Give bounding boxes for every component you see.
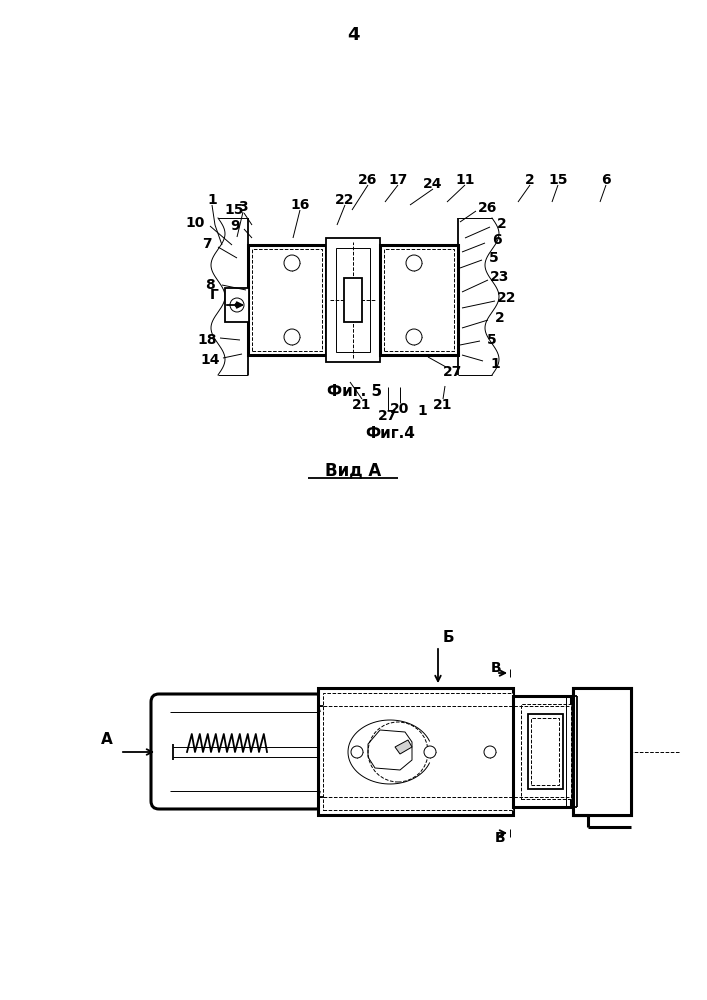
- Circle shape: [284, 255, 300, 271]
- Text: 9: 9: [230, 219, 240, 233]
- Bar: [225, 288, 249, 322]
- Circle shape: [424, 746, 436, 758]
- Bar: [326, 238, 380, 362]
- Text: 1: 1: [417, 404, 427, 418]
- Text: Фиг. 5: Фиг. 5: [327, 384, 382, 399]
- Bar: [513, 696, 571, 807]
- Text: 17: 17: [388, 173, 408, 187]
- Circle shape: [406, 329, 422, 345]
- Circle shape: [406, 255, 422, 271]
- Text: А: А: [101, 732, 113, 748]
- Text: 15: 15: [224, 203, 244, 217]
- Text: 1: 1: [490, 357, 500, 371]
- Text: 27: 27: [443, 365, 462, 379]
- Text: 22: 22: [335, 193, 355, 207]
- Text: 8: 8: [205, 278, 215, 292]
- Text: 21: 21: [433, 398, 452, 412]
- Text: 2: 2: [497, 217, 507, 231]
- Text: 5: 5: [487, 333, 497, 347]
- Text: 21: 21: [352, 398, 372, 412]
- FancyBboxPatch shape: [151, 694, 324, 809]
- Text: 20: 20: [390, 402, 409, 416]
- Text: 26: 26: [479, 201, 498, 215]
- Text: 16: 16: [291, 198, 310, 212]
- Bar: [380, 245, 458, 355]
- Bar: [528, 714, 563, 789]
- Text: 22: 22: [497, 291, 517, 305]
- Text: 5: 5: [489, 251, 499, 265]
- Text: 6: 6: [601, 173, 611, 187]
- Bar: [344, 278, 362, 322]
- Circle shape: [484, 746, 496, 758]
- Polygon shape: [368, 730, 412, 770]
- Bar: [323, 693, 513, 810]
- Text: 15: 15: [548, 173, 568, 187]
- Bar: [336, 248, 370, 352]
- Bar: [384, 249, 454, 351]
- Text: 7: 7: [202, 237, 212, 251]
- Text: Б: Б: [442, 631, 454, 646]
- Bar: [248, 245, 326, 355]
- Bar: [573, 688, 631, 815]
- Text: Вид А: Вид А: [325, 461, 381, 479]
- Circle shape: [351, 746, 363, 758]
- Text: 2: 2: [525, 173, 535, 187]
- Circle shape: [235, 303, 239, 307]
- Text: В: В: [495, 831, 506, 845]
- Text: 1: 1: [207, 193, 217, 207]
- Text: 4: 4: [346, 26, 359, 44]
- Bar: [252, 249, 322, 351]
- Text: 24: 24: [423, 177, 443, 191]
- Text: 26: 26: [358, 173, 378, 187]
- Circle shape: [230, 298, 244, 312]
- Text: 27: 27: [378, 409, 397, 423]
- Text: 18: 18: [197, 333, 217, 347]
- Text: 6: 6: [492, 233, 502, 247]
- Text: В: В: [491, 661, 501, 675]
- Bar: [318, 688, 513, 815]
- Text: Фиг.4: Фиг.4: [365, 426, 415, 440]
- Text: 14: 14: [200, 353, 220, 367]
- Circle shape: [284, 329, 300, 345]
- Text: 10: 10: [185, 216, 205, 230]
- Text: 23: 23: [491, 270, 510, 284]
- Polygon shape: [395, 740, 412, 754]
- Bar: [531, 718, 559, 785]
- Text: 2: 2: [495, 311, 505, 325]
- Text: 3: 3: [238, 200, 248, 214]
- Bar: [573, 688, 631, 815]
- Text: 11: 11: [455, 173, 474, 187]
- Text: Г: Г: [209, 288, 218, 302]
- Bar: [521, 704, 571, 799]
